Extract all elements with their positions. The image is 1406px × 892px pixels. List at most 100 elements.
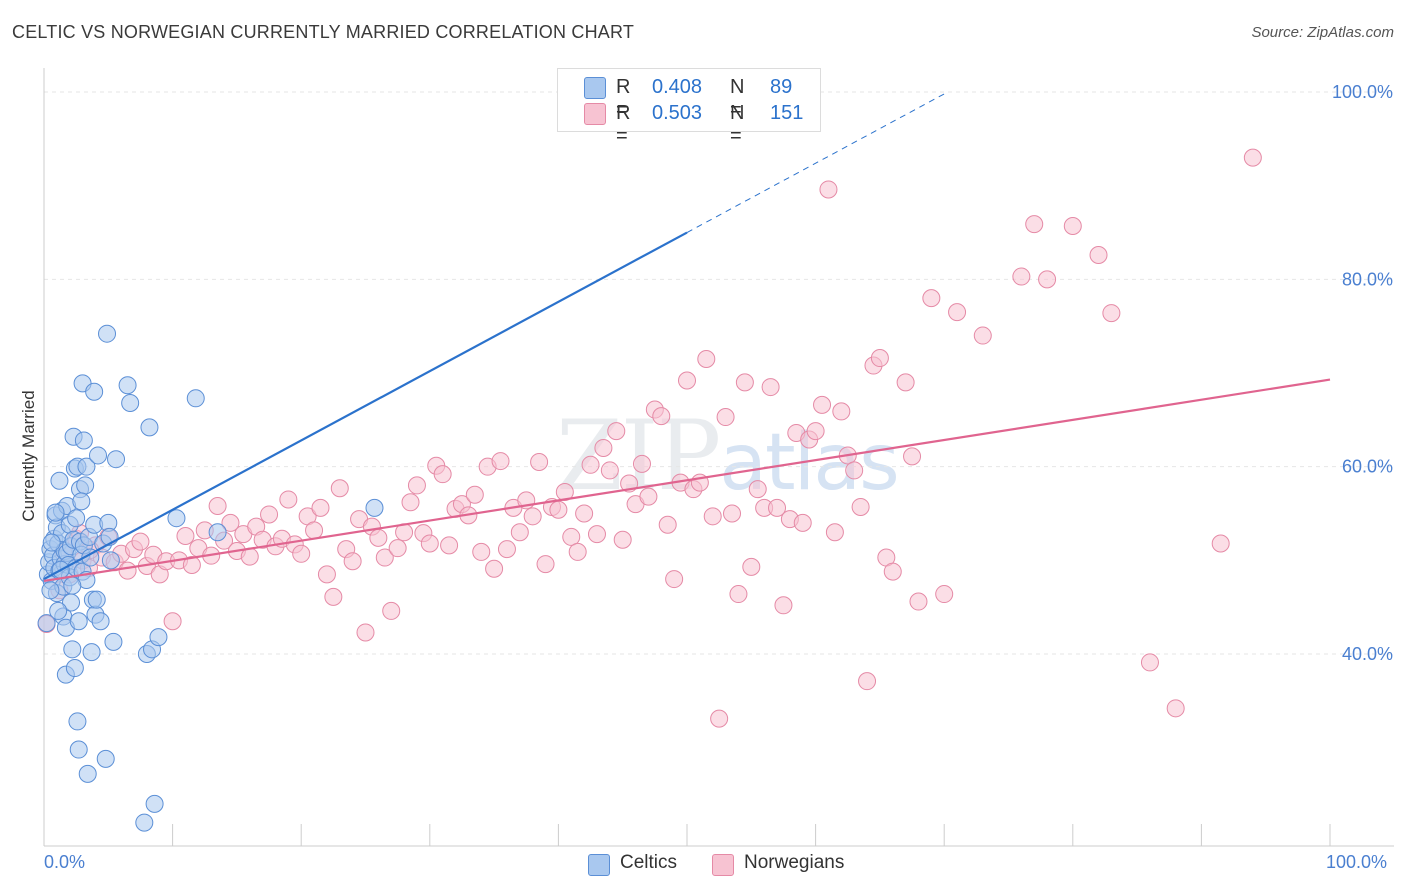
- celtics-legend-label: Celtics: [620, 852, 678, 873]
- source-label: Source: ZipAtlas.com: [1251, 24, 1394, 41]
- celtics-point: [78, 764, 97, 783]
- celtics-point: [121, 393, 140, 412]
- norwegians-legend-swatch: [712, 854, 734, 876]
- norwegians-point: [581, 455, 600, 474]
- norwegians-point: [858, 672, 877, 691]
- norwegians-point: [549, 500, 568, 519]
- norwegians-point: [491, 452, 510, 471]
- legend-r-value: 0.408: [652, 76, 703, 98]
- norwegians-point: [536, 555, 555, 574]
- norwegians-point: [311, 498, 330, 517]
- norwegians-point: [658, 515, 677, 534]
- norwegians-point: [292, 544, 311, 563]
- norwegians-point: [748, 480, 767, 499]
- norwegians-point: [813, 395, 832, 414]
- celtics-point: [208, 523, 227, 542]
- celtics-point: [72, 492, 91, 511]
- norwegians-point: [497, 540, 516, 559]
- norwegians-point: [575, 504, 594, 523]
- legend-r-label: R =: [616, 76, 631, 121]
- norwegians-point: [806, 422, 825, 441]
- norwegians-point: [343, 552, 362, 571]
- celtics-point: [63, 640, 82, 659]
- norwegians-point: [375, 548, 394, 567]
- celtics-point: [365, 498, 384, 517]
- norwegians-point: [716, 408, 735, 427]
- y-tick-label: 80.0%: [1342, 269, 1393, 289]
- legend-r-label: R =: [616, 102, 631, 147]
- norwegians-point: [710, 709, 729, 728]
- norwegians-point: [163, 612, 182, 631]
- norwegians-point: [465, 485, 484, 504]
- celtics-point: [91, 612, 110, 631]
- norwegians-point: [735, 373, 754, 392]
- norwegians-point: [607, 422, 626, 441]
- celtics-point: [65, 659, 84, 678]
- celtics-trendline-extension: [686, 93, 945, 233]
- norwegians-point: [935, 585, 954, 604]
- norwegians-point: [973, 326, 992, 345]
- norwegians-point: [825, 523, 844, 542]
- norwegians-point: [1102, 304, 1121, 323]
- norwegians-point: [523, 507, 542, 526]
- norwegians-point: [723, 504, 742, 523]
- norwegians-point: [632, 454, 651, 473]
- norwegians-point: [845, 461, 864, 480]
- norwegians-trendline: [43, 378, 1331, 583]
- norwegians-point: [401, 493, 420, 512]
- norwegians-point: [530, 453, 549, 471]
- norwegians-point: [208, 497, 227, 516]
- norwegians-point: [870, 349, 889, 368]
- norwegians-point: [851, 497, 870, 516]
- norwegians-point: [118, 561, 137, 580]
- y-axis-label: Currently Married: [19, 390, 38, 522]
- norwegians-points: [37, 148, 1262, 728]
- celtics-point: [77, 457, 96, 476]
- legend-n-label: N =: [730, 76, 745, 121]
- norwegians-point: [819, 180, 838, 199]
- norwegians-point: [260, 505, 279, 524]
- norwegians-point: [305, 521, 324, 540]
- celtics-point: [69, 740, 88, 759]
- celtics-point: [63, 576, 82, 595]
- norwegians-point: [652, 407, 671, 426]
- norwegians-point: [382, 601, 401, 620]
- norwegians-point: [369, 528, 388, 547]
- norwegians-point: [176, 526, 195, 545]
- norwegians-point: [948, 303, 967, 322]
- y-tick-label: 100.0%: [1332, 82, 1393, 102]
- norwegians-swatch: [584, 103, 606, 125]
- norwegians-point: [1211, 534, 1230, 553]
- chart-title: CELTIC VS NORWEGIAN CURRENTLY MARRIED CO…: [12, 22, 635, 42]
- norwegians-point: [587, 525, 606, 544]
- norwegians-point: [903, 447, 922, 466]
- norwegians-point: [317, 565, 336, 584]
- celtics-point: [98, 324, 117, 343]
- celtics-point: [145, 794, 164, 813]
- norwegians-point: [697, 349, 716, 368]
- celtics-point: [118, 376, 137, 395]
- norwegians-point: [639, 487, 658, 506]
- legend-n-value: 89: [770, 76, 793, 98]
- norwegians-point: [562, 527, 581, 546]
- norwegians-point: [279, 490, 298, 509]
- x-tick-label-min: 0.0%: [44, 852, 86, 872]
- norwegians-point: [703, 507, 722, 526]
- celtics-point: [67, 509, 86, 528]
- norwegians-point: [131, 532, 150, 551]
- norwegians-point: [472, 542, 491, 561]
- celtics-point: [37, 614, 56, 633]
- legend-n-value: 151: [770, 102, 804, 124]
- trendlines: [43, 93, 1331, 583]
- celtics-point: [149, 628, 168, 647]
- norwegians-point: [1089, 246, 1108, 265]
- norwegians-point: [182, 556, 201, 575]
- norwegians-point: [761, 378, 780, 397]
- legend-r-value: 0.503: [652, 102, 703, 124]
- celtics-points: [37, 324, 384, 832]
- celtics-point: [107, 450, 126, 469]
- celtics-point: [89, 446, 108, 465]
- celtics-point: [41, 581, 60, 600]
- norwegians-point: [742, 557, 761, 576]
